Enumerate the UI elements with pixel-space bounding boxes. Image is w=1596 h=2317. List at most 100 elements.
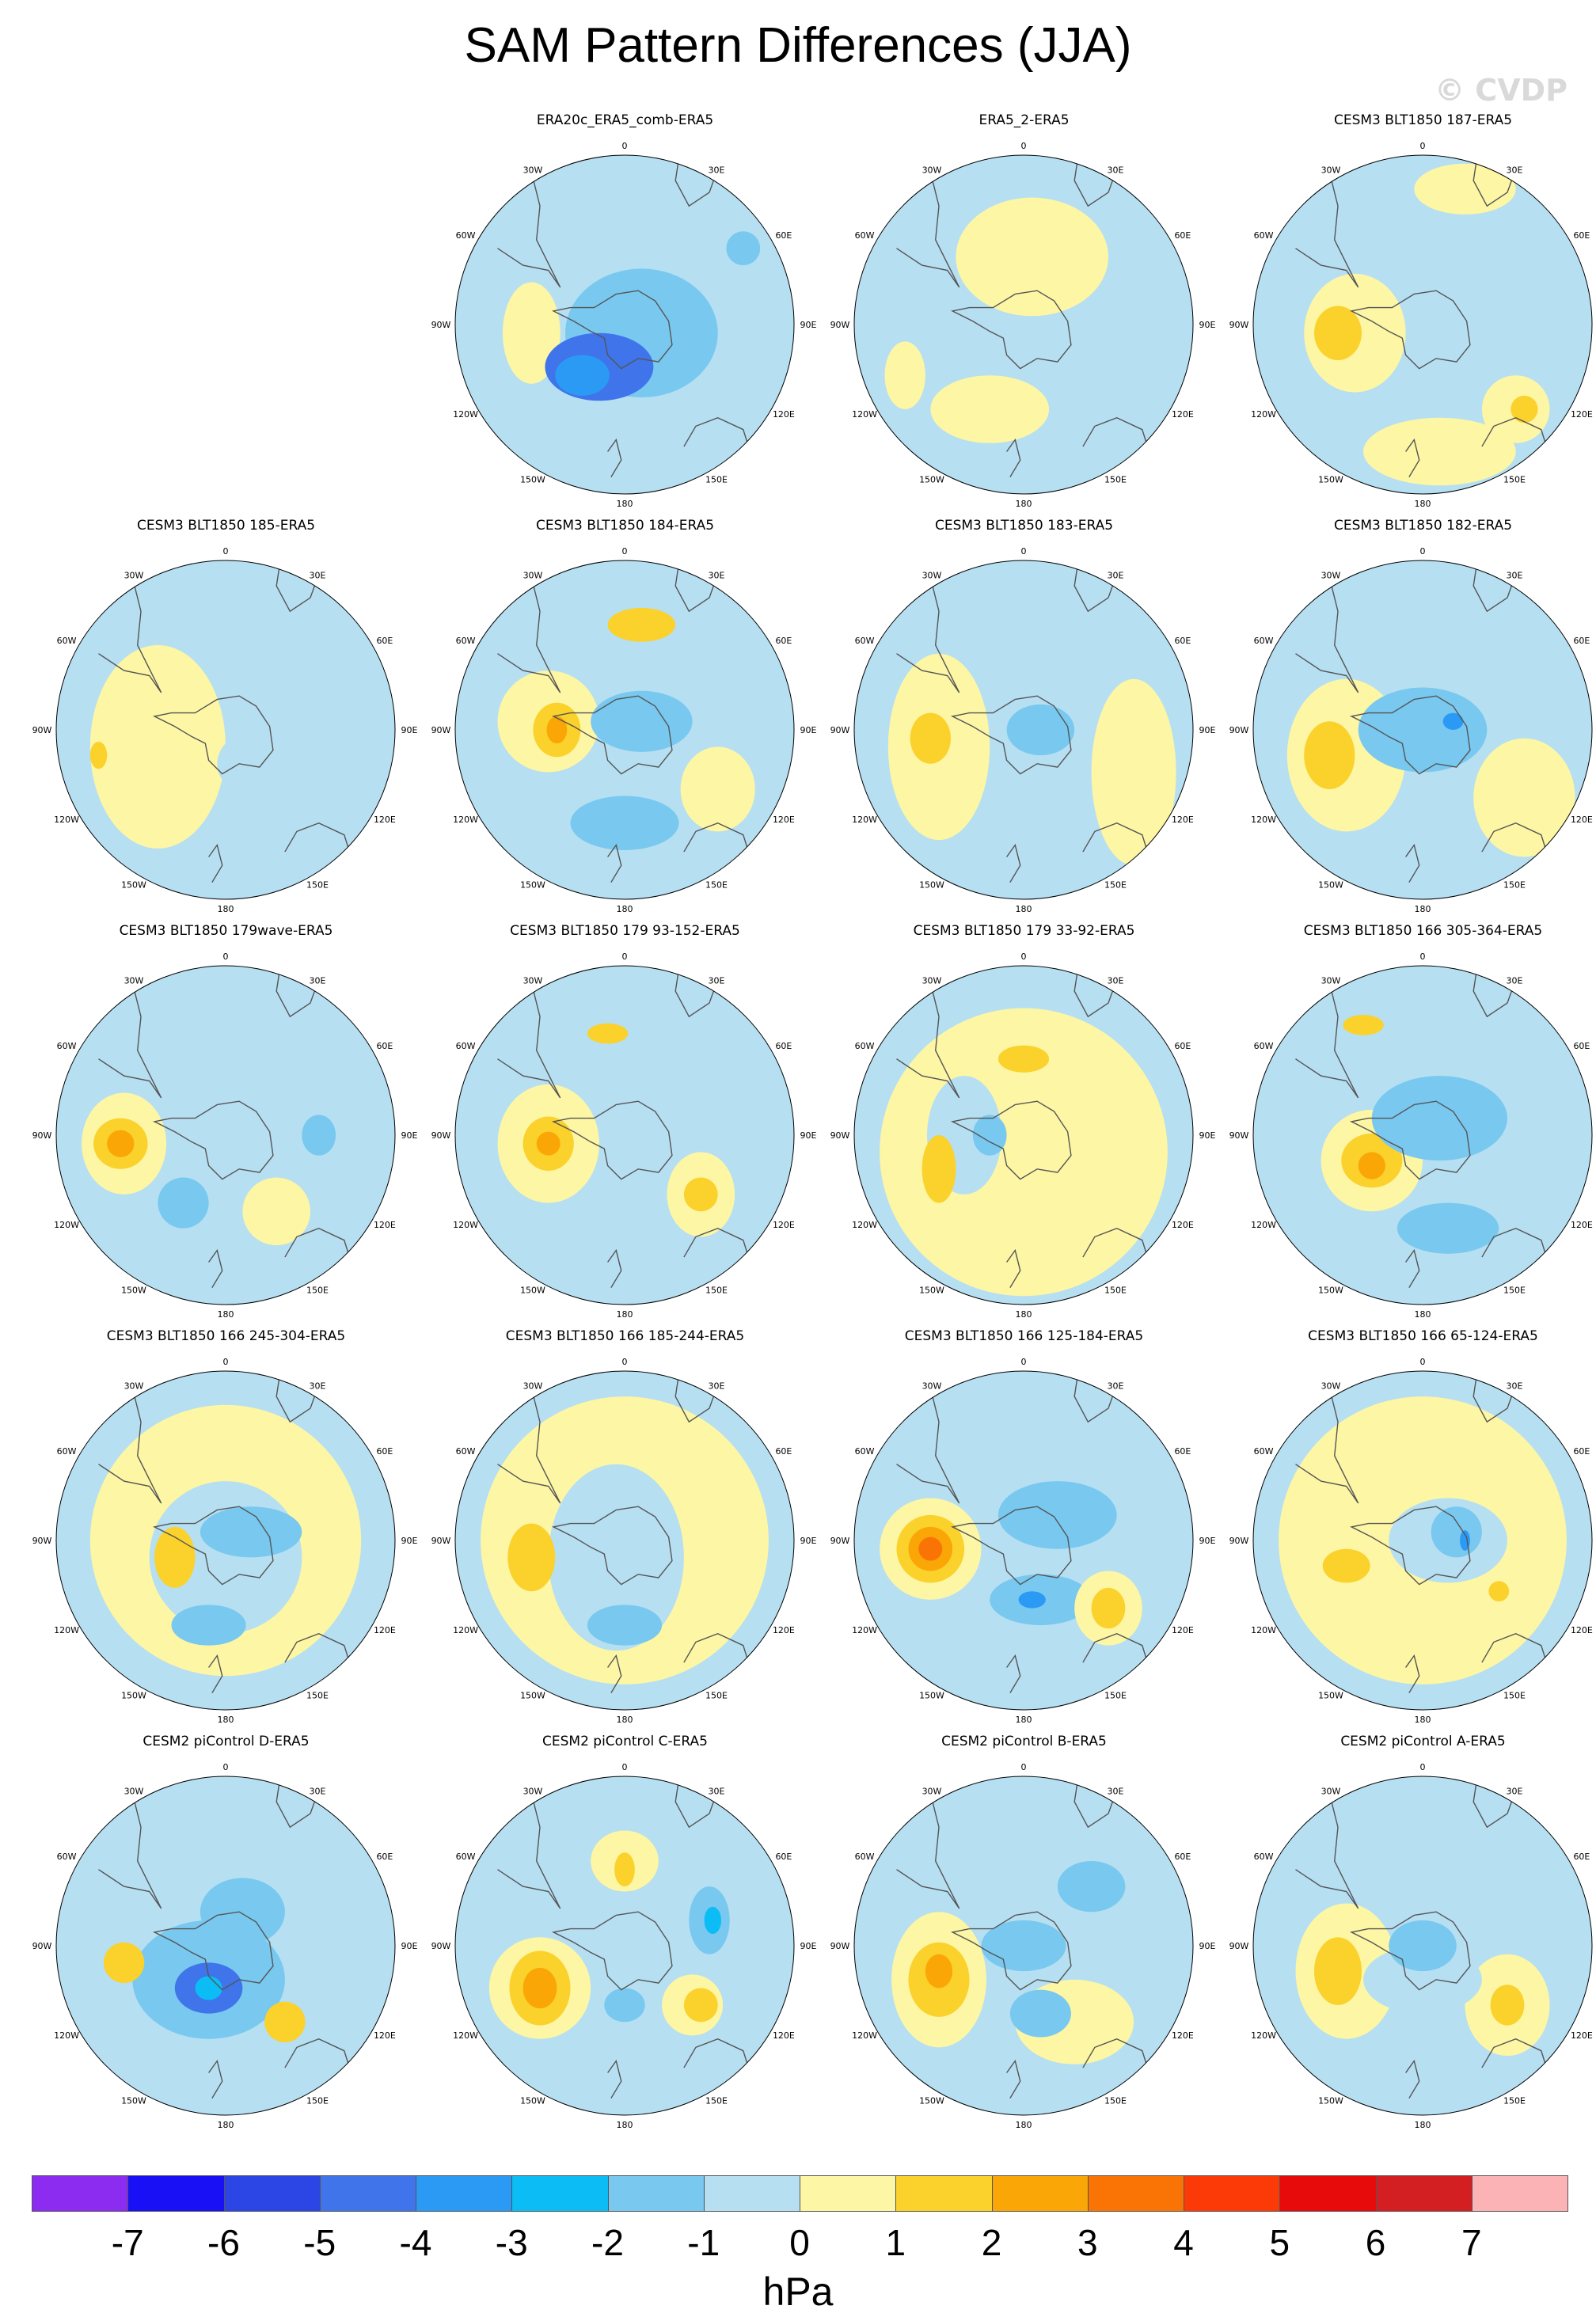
longitude-label: 60W (855, 230, 875, 241)
map-panel: CESM3 BLT1850 182-ERA5030E60E90E120E150E… (1224, 518, 1596, 923)
longitude-label: 120W (1251, 1625, 1276, 1635)
contour-region (1389, 1920, 1457, 1972)
longitude-label: 30W (523, 1381, 543, 1391)
map-border (853, 1776, 1194, 2116)
longitude-label: 30W (1321, 1786, 1341, 1796)
contour-region (1371, 1076, 1507, 1161)
panel-title: ERA5_2-ERA5 (978, 112, 1070, 128)
longitude-label: 180 (218, 1309, 234, 1320)
colorbar-tick-label: 5 (1269, 2222, 1290, 2263)
coastline-new-zealand (1006, 843, 1021, 883)
longitude-label: 30W (124, 1381, 144, 1391)
colorbar-tick-label: 2 (981, 2222, 1002, 2263)
longitude-label: 30W (922, 570, 942, 580)
contour-region (264, 2001, 306, 2042)
coastline-south-america (497, 1793, 561, 1909)
longitude-label: 30E (1507, 165, 1523, 175)
longitude-label: 150W (919, 1691, 944, 1701)
panel-title: CESM3 BLT1850 179 93-152-ERA5 (510, 923, 740, 939)
coastline-south-america (1295, 1388, 1359, 1504)
coastline-africa (1472, 564, 1517, 613)
contour-region (107, 1130, 135, 1157)
contour-region (1006, 704, 1075, 756)
longitude-label: 60W (456, 636, 476, 646)
longitude-label: 0 (1420, 1357, 1426, 1367)
longitude-label: 120W (1251, 2030, 1276, 2041)
coastline-new-zealand (1405, 2059, 1420, 2099)
colorbar-tick-label: 7 (1461, 2222, 1482, 2263)
contour-region (217, 730, 302, 798)
contour-region (302, 1115, 336, 1156)
panel-title: CESM3 BLT1850 179 33-92-ERA5 (913, 923, 1135, 939)
contour-region (1314, 1937, 1362, 2005)
contour-region (704, 1906, 721, 1935)
colorbar-tick-label: 6 (1365, 2222, 1386, 2263)
longitude-label: 60W (1254, 1446, 1274, 1457)
coastline-antarctica (950, 290, 1072, 370)
colorbar-tick-label: -4 (399, 2222, 432, 2263)
coastline-antarctica (1349, 1506, 1471, 1586)
coastline-africa (1074, 158, 1118, 207)
longitude-label: 120E (773, 409, 795, 420)
coastline-africa (674, 564, 719, 613)
longitude-label: 60W (1254, 230, 1274, 241)
coastline-africa (276, 1374, 320, 1423)
colorbar-swatch (319, 2175, 416, 2212)
longitude-label: 0 (1420, 546, 1426, 556)
coastline-africa (1074, 969, 1118, 1018)
coastline-africa (1074, 1780, 1118, 1829)
contour-region (922, 1135, 956, 1203)
longitude-label: 150W (520, 475, 545, 485)
coastline-africa (674, 158, 719, 207)
longitude-label: 150W (520, 2096, 545, 2106)
longitude-label: 0 (1021, 1357, 1027, 1367)
longitude-label: 120W (453, 409, 478, 420)
longitude-label: 150W (919, 2096, 944, 2106)
contour-region (998, 1481, 1117, 1549)
longitude-label: 120E (374, 2030, 396, 2041)
longitude-label: 150E (306, 1286, 329, 1296)
longitude-label: 90W (32, 725, 52, 735)
longitude-label: 120E (1172, 2030, 1194, 2041)
longitude-label: 150W (1318, 475, 1343, 485)
panel-title: CESM3 BLT1850 185-ERA5 (136, 518, 316, 534)
longitude-label: 120E (773, 2030, 795, 2041)
longitude-label: 120W (453, 1220, 478, 1230)
coastline-south-america (896, 1793, 960, 1909)
longitude-label: 120E (1571, 1220, 1593, 1230)
longitude-label: 60W (57, 1041, 77, 1051)
longitude-label: 30E (1507, 975, 1523, 986)
longitude-label: 60E (1573, 636, 1590, 646)
longitude-label: 150W (520, 1286, 545, 1296)
longitude-label: 60E (1174, 230, 1191, 241)
contour-region (1358, 1152, 1385, 1179)
colorbar-swatch (991, 2175, 1089, 2212)
colorbar-swatch (511, 2175, 609, 2212)
contour-region (89, 645, 226, 849)
coastline-south-america (497, 172, 561, 288)
longitude-label: 150E (1503, 475, 1526, 485)
coastline-new-zealand (1405, 843, 1420, 883)
coastline-africa (1074, 564, 1118, 613)
coastline-new-zealand (208, 1654, 223, 1693)
longitude-label: 150W (919, 475, 944, 485)
map-background (56, 966, 395, 1305)
map-border (454, 154, 795, 495)
map-panel: CESM3 BLT1850 166 125-184-ERA5 0 30E 60E 90E… (825, 1328, 1223, 1734)
longitude-label: 150W (1318, 1691, 1343, 1701)
longitude-label: 0 (1021, 141, 1027, 151)
longitude-label: 90E (800, 1941, 817, 1951)
coastline-new-zealand (1006, 1248, 1021, 1288)
colorbar (32, 2175, 1568, 2213)
longitude-label: 150E (705, 1286, 728, 1296)
longitude-label: 120W (453, 2030, 478, 2041)
colorbar-swatch (127, 2175, 225, 2212)
contour-region (1304, 721, 1355, 789)
longitude-label: 90E (1199, 1536, 1216, 1546)
